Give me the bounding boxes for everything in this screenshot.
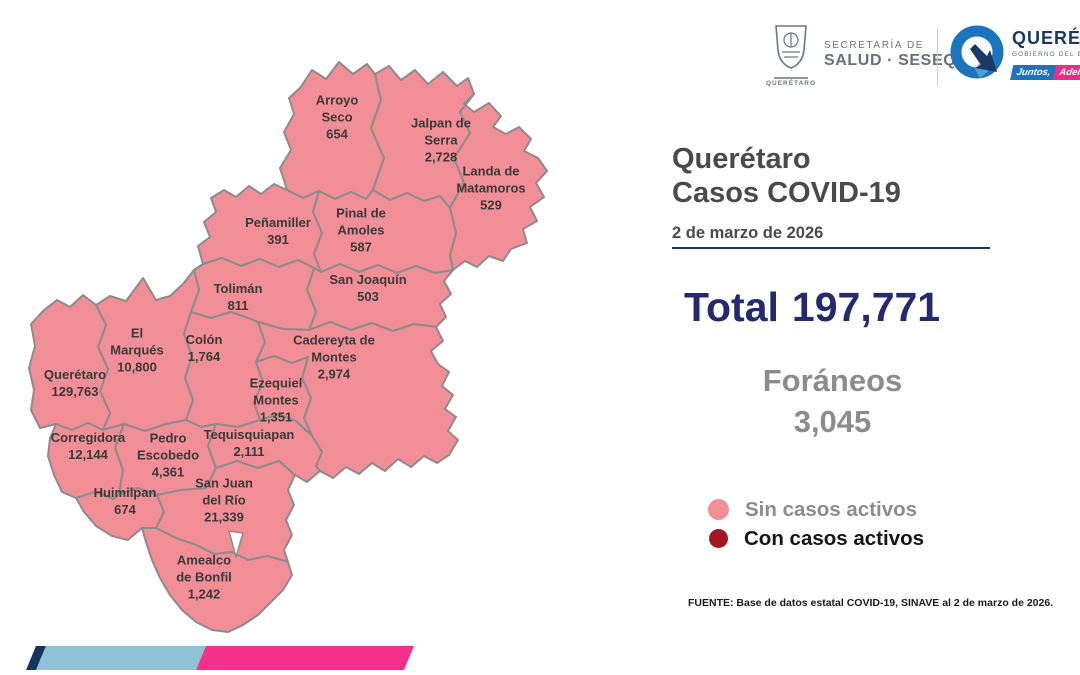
legend-row-sin-casos: Sin casos activos <box>708 495 924 524</box>
report-date: 2 de marzo de 2026 <box>672 224 824 242</box>
total-value: 197,771 <box>791 284 941 330</box>
legend: Sin casos activos Con casos activos <box>708 495 924 553</box>
total-label: Total <box>684 284 779 330</box>
secretaria-salud-logo: QUERÉTARO <box>762 24 820 88</box>
state-boundary-notch <box>228 530 244 558</box>
map-label-corregidora: Corregidora 12,144 <box>50 430 126 462</box>
slogan-adelante: Adelante <box>1052 65 1080 80</box>
foraneos-block: Foráneos 3,045 <box>700 360 965 442</box>
date-underline <box>672 247 990 249</box>
map-label-pinal-de-amoles: Pinal de Amoles 587 <box>336 205 386 255</box>
gobierno-subtitle: GOBIERNO DEL ESTADO <box>1012 51 1080 58</box>
gobierno-slogan-badge: Juntos, Adelante <box>1010 62 1080 80</box>
gobierno-del-estado-logo: QUERÉTARO GOBIERNO DEL ESTADO Juntos,Ade… <box>950 22 1080 92</box>
con-casos-dot-icon <box>709 529 728 548</box>
foraneos-label: Foráneos <box>762 363 903 398</box>
crest-caption: QUERÉTARO <box>765 80 817 87</box>
shape-queretaro <box>28 294 111 431</box>
secretaria-salud-wordmark: SECRETARÍA DE SALUD · SESEQ <box>824 40 956 70</box>
map-label-huimilpan: Huimilpan 674 <box>93 485 157 517</box>
map-label-toliman: Tolimán 811 <box>213 281 263 313</box>
page-title: Querétaro Casos COVID-19 <box>672 142 901 210</box>
map-label-el-marques: El Marqués 10,800 <box>110 325 164 375</box>
shape-amealco-de-bonfil <box>141 527 293 633</box>
crest-banner <box>774 77 808 79</box>
sin-casos-dot-icon <box>708 499 729 520</box>
queretaro-q-icon <box>950 25 1004 79</box>
slogan-juntos: Juntos, <box>1010 65 1058 80</box>
map-label-landa-de-matamoros: Landa de Matamoros 529 <box>456 163 526 213</box>
map-label-amealco-de-bonfil: Amealco de Bonfil 1,242 <box>176 552 232 602</box>
shape-ezequiel-montes <box>253 355 313 437</box>
legend-label-sin-casos: Sin casos activos <box>745 497 918 521</box>
map-label-jalpan-de-serra: Jalpan de Serra 2,728 <box>411 115 471 165</box>
map-label-ezequiel-montes: Ezequiel Montes 1,351 <box>249 375 303 425</box>
map-label-san-juan-del-rio: San Juan del Río 21,339 <box>195 475 253 525</box>
map-label-tequisquiapan: Tequisquiapan 2,111 <box>203 427 295 459</box>
map-label-arroyo-seco: Arroyo Seco 654 <box>315 92 359 142</box>
foraneos-value: 3,045 <box>793 404 872 439</box>
gobierno-name: QUERÉTARO <box>1012 28 1080 48</box>
secretaria-line2: SALUD · SESEQ <box>824 52 957 69</box>
map-label-pedro-escobedo: Pedro Escobedo 4,361 <box>136 430 200 480</box>
logo-divider <box>937 28 938 86</box>
shape-pinal-de-amoles <box>312 189 457 274</box>
page-title-line1: Querétaro <box>672 143 811 175</box>
queretaro-crest-icon <box>775 25 807 69</box>
secretaria-line1: SECRETARÍA DE <box>824 40 925 51</box>
source-note: FUENTE: Base de datos estatal COVID-19, … <box>688 597 1054 609</box>
map-label-colon: Colón 1,764 <box>185 332 223 364</box>
map-label-san-joaquin: San Joaquín 503 <box>329 272 407 304</box>
map-label-penamiller: Peñamiller 391 <box>245 215 311 247</box>
footer-bar-navy-segment <box>26 646 46 670</box>
map-label-queretaro: Querétaro 129,763 <box>43 367 107 399</box>
map-label-cadereyta-de-montes: Cadereyta de Montes 2,974 <box>293 332 375 382</box>
footer-bar-pink-segment <box>196 646 414 670</box>
total-cases: Total 197,771 <box>684 284 940 331</box>
page-title-line2: Casos COVID-19 <box>672 177 901 209</box>
footer-bar-blue-segment <box>36 646 206 670</box>
footer-bar <box>26 646 414 670</box>
legend-row-con-casos: Con casos activos <box>708 524 924 553</box>
gobierno-wordmark: QUERÉTARO GOBIERNO DEL ESTADO Juntos,Ade… <box>1010 28 1080 80</box>
legend-label-con-casos: Con casos activos <box>744 526 925 550</box>
